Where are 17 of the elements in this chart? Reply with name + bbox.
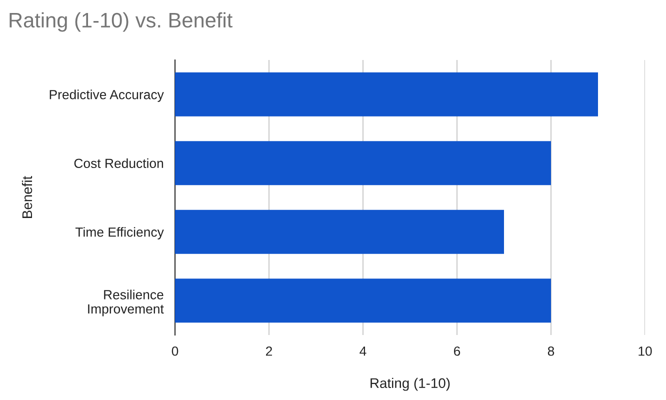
y-tick-label: Cost Reduction [74,158,164,168]
bar [175,141,551,186]
x-tick-label: 0 [172,346,178,356]
bar [175,278,551,323]
y-tick-label: Time Efficiency [75,227,164,240]
y-tick-label: Predictive Accuracy [50,90,164,102]
x-tick-label: 8 [548,346,554,356]
y-tick-label: Resilience Improvement [88,290,164,316]
x-tick-label: 2 [266,346,272,356]
bar [175,72,598,116]
y-axis-title: Benefit [22,176,32,218]
chart-title: Rating (1-10) vs. Benefit [10,12,232,32]
x-axis-title: Rating (1-10) [370,378,450,391]
bar [175,210,504,254]
x-tick-label: 4 [360,346,366,356]
x-tick-label: 6 [454,346,460,356]
x-tick-label: 10 [638,346,652,356]
